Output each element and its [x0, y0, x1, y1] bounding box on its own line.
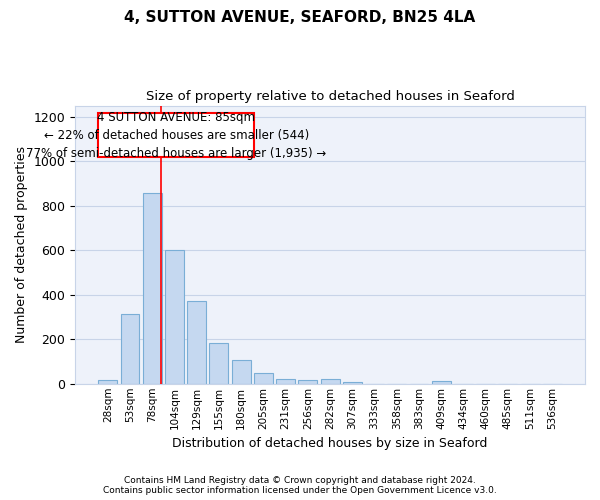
Bar: [98, 380, 117, 384]
Bar: [232, 360, 251, 384]
Bar: [209, 342, 229, 384]
Bar: [187, 302, 206, 384]
Text: 4, SUTTON AVENUE, SEAFORD, BN25 4LA: 4, SUTTON AVENUE, SEAFORD, BN25 4LA: [124, 10, 476, 25]
Title: Size of property relative to detached houses in Seaford: Size of property relative to detached ho…: [146, 90, 515, 103]
Y-axis label: Number of detached properties: Number of detached properties: [15, 146, 28, 343]
Bar: [320, 380, 340, 384]
Bar: [432, 381, 451, 384]
Bar: [298, 380, 317, 384]
Bar: [276, 379, 295, 384]
Bar: [121, 314, 139, 384]
Bar: [165, 250, 184, 384]
Bar: [254, 374, 273, 384]
Text: Contains HM Land Registry data © Crown copyright and database right 2024.
Contai: Contains HM Land Registry data © Crown c…: [103, 476, 497, 495]
Bar: [98, 114, 254, 156]
X-axis label: Distribution of detached houses by size in Seaford: Distribution of detached houses by size …: [172, 437, 488, 450]
Bar: [343, 382, 362, 384]
Text: 4 SUTTON AVENUE: 85sqm
← 22% of detached houses are smaller (544)
77% of semi-de: 4 SUTTON AVENUE: 85sqm ← 22% of detached…: [26, 110, 326, 160]
Bar: [143, 194, 161, 384]
